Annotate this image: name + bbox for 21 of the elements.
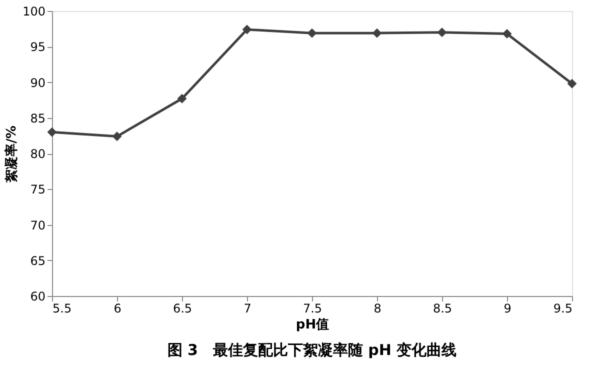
y-tick-label: 95 [30,40,46,54]
y-tick-label: 65 [30,254,46,268]
x-tick-label: 7.5 [302,302,322,316]
y-tick-label: 100 [22,4,46,18]
x-tick-label: 6.5 [172,302,192,316]
x-tick-label: 8 [374,302,382,316]
x-tick-label: 7 [244,302,252,316]
x-axis-title: pH值 [296,318,330,332]
x-tick-label: 9.5 [553,302,572,316]
y-tick-label: 75 [30,182,46,197]
y-tick-label: 60 [30,290,46,304]
y-tick-label: 90 [30,76,46,90]
x-tick-label: 9 [504,302,512,316]
y-axis-title: 絮凝率/% [4,126,20,184]
y-tick-label: 80 [30,147,46,161]
x-tick-label: 6 [114,302,122,316]
x-tick-label: 8.5 [432,302,452,316]
y-tick-label: 70 [30,218,46,232]
text: 图 3 最佳复配比下絮凝率随 pH 变化曲线 [167,341,457,359]
y-tick-label: 85 [30,111,46,126]
x-tick-label: 5.5 [52,302,72,316]
